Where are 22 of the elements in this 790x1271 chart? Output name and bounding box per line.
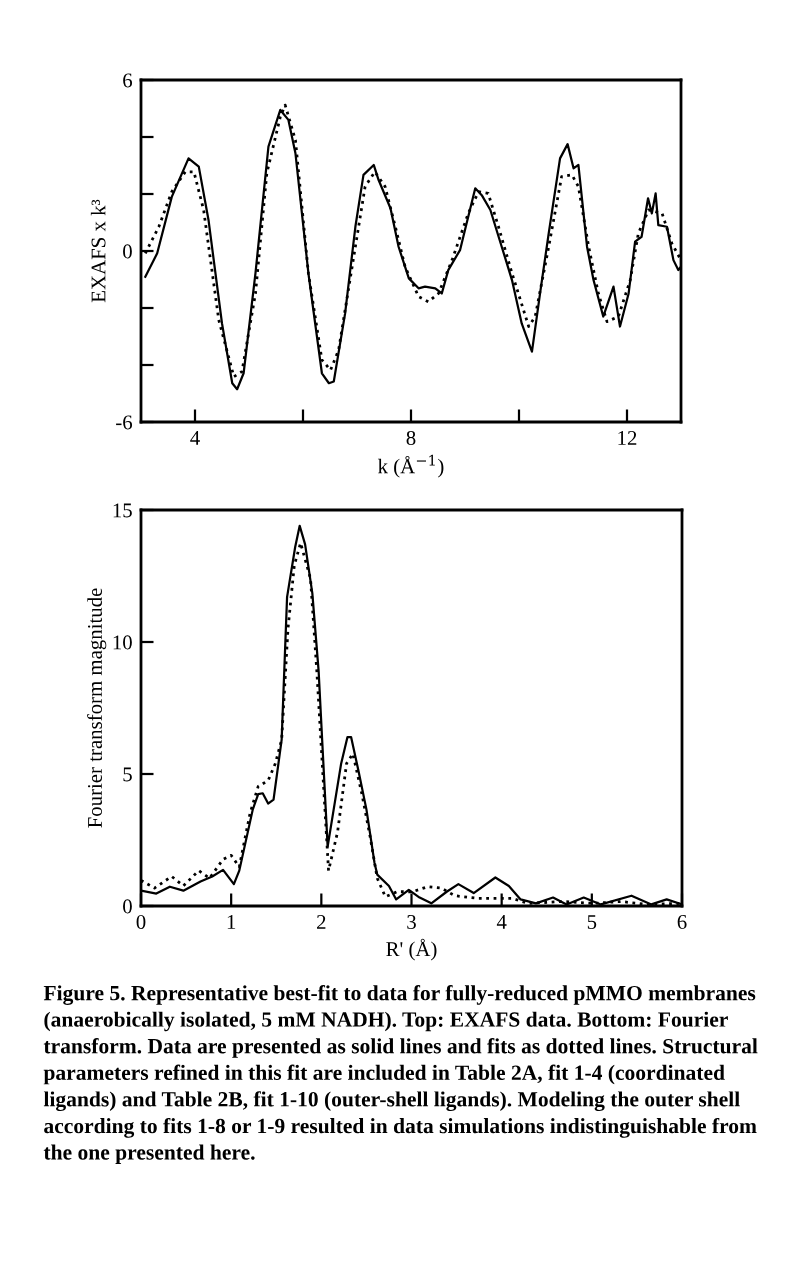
y-tick-label: 0 <box>123 899 132 914</box>
y-tick-label: 6 <box>123 73 133 88</box>
x-tick-label: 4 <box>190 431 200 445</box>
x-axis-title: R' (Å) <box>386 938 437 961</box>
x-tick-label: 3 <box>407 914 416 929</box>
y-tick-label: 5 <box>123 767 132 782</box>
x-tick-label: 8 <box>406 430 416 445</box>
y-tick-label: 10 <box>113 635 132 650</box>
x-tick-label: 0 <box>136 914 146 929</box>
x-tick-label: 12 <box>618 430 637 445</box>
y-tick-label: 0 <box>123 244 132 259</box>
y-tick-label: -6 <box>116 415 133 430</box>
x-tick-label: 2 <box>317 914 326 929</box>
x-axis-title: k (Å$^{−1}$) <box>377 454 444 478</box>
x-tick-label: 1 <box>227 915 236 929</box>
y-axis-title: EXAFS x k³ <box>90 199 106 303</box>
y-tick-label: 15 <box>113 503 132 518</box>
x-tick-label: 5 <box>587 915 597 929</box>
x-tick-label: 6 <box>677 914 687 929</box>
caption: Figure 5. Representative best-fit to data for fully-reduced pMMO membranes (anaerobically isolated, 5 mM NADH). Top: EXAFS data. Bottom: Fourier transform. Data are presented as solid lines and fits as dotted lines. Structural parameters refined in this fit are included in Table 2A, fit 1-4 (coordinated ligands) and Table 2B, fit 1-10 (outer-shell ligands). Modeling the outer shell according to fits 1-8 or 1-9 resulted in data simulations indistinguishable from the one presented here. <box>43 985 758 1165</box>
y-axis-title: Fourier transform magnitude <box>87 588 107 828</box>
x-tick-label: 4 <box>496 915 507 929</box>
